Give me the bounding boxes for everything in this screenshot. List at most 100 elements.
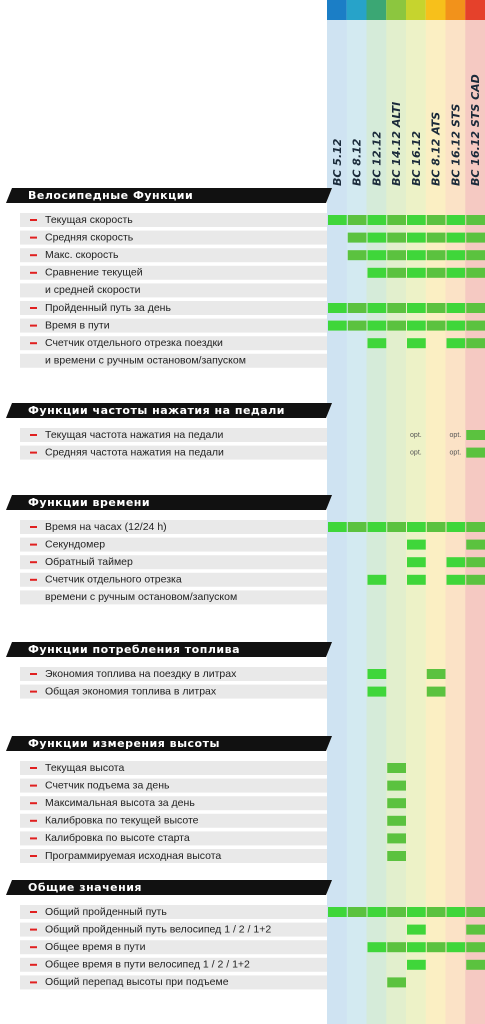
feature-cell: [367, 574, 387, 585]
feature-cell: [347, 522, 367, 532]
feature-cell: [407, 522, 426, 532]
model-label: BC 14.12 ALTI: [390, 102, 403, 186]
feature-cell: [446, 574, 466, 585]
feature-cell: [387, 232, 406, 243]
feature-cell: [466, 557, 485, 568]
column-top: [346, 0, 367, 20]
model-label: BC 16.12 STS: [449, 104, 462, 186]
feature-cell: [387, 522, 406, 532]
feature-cell: [407, 232, 426, 243]
feature-cell: [347, 303, 367, 313]
feature-cell: [387, 215, 406, 225]
column-top: [425, 0, 446, 20]
feature-cell: [466, 924, 485, 935]
feature-cell: [446, 215, 466, 225]
feature-cell: [367, 215, 387, 225]
feature-cell: [387, 907, 406, 917]
feature-cell: [466, 430, 485, 440]
section-bar: [6, 403, 332, 418]
section-bar: [6, 188, 332, 203]
feature-cell: [466, 215, 485, 225]
feature-cell: [426, 669, 446, 679]
row-label: Калибровка по текущей высоте: [45, 815, 199, 827]
row-label: Текущая частота нажатия на педали: [45, 429, 224, 441]
feature-cell: [387, 977, 406, 988]
row-label: Общий перепад высоты при подъеме: [45, 976, 229, 988]
feature-cell: [387, 267, 406, 278]
option-label: opt.: [410, 432, 422, 439]
row-label: Время на часах (12/24 h): [45, 521, 167, 533]
row-label: Счетчик подъема за день: [45, 779, 170, 791]
feature-cell: [446, 303, 466, 313]
feature-cell: [466, 232, 485, 243]
row-label: Экономия топлива на поездку в литрах: [45, 668, 237, 680]
column-top: [327, 0, 348, 20]
row-label: Макс. скорость: [45, 249, 119, 261]
bullet: [30, 819, 37, 822]
bullet: [30, 451, 37, 454]
model-label: BC 12.12: [370, 131, 383, 186]
feature-cell: [387, 780, 406, 791]
feature-cell: [466, 942, 485, 953]
feature-cell: [328, 522, 347, 532]
feature-cell: [387, 798, 406, 809]
bullet: [30, 324, 37, 327]
feature-cell: [347, 215, 367, 225]
feature-cell: [407, 215, 426, 225]
feature-cell: [446, 522, 466, 532]
feature-cell: [387, 942, 406, 953]
bullet: [30, 434, 37, 436]
row-label: Калибровка по высоте старта: [45, 832, 190, 844]
feature-cell: [407, 557, 426, 568]
feature-cell: [426, 250, 446, 261]
feature-cell: [466, 574, 485, 585]
feature-cell: [367, 303, 387, 313]
row-label: Общее время в пути велосипед 1 / 2 / 1+2: [45, 959, 250, 971]
feature-cell: [387, 250, 406, 261]
feature-cell: [407, 942, 426, 953]
column-top: [406, 0, 427, 20]
bullet: [30, 219, 37, 221]
feature-cell: [407, 267, 426, 278]
section-title: Функции измерения высоты: [28, 737, 220, 750]
row-label: Счетчик отдельного отрезка: [45, 574, 182, 586]
feature-cell: [347, 907, 367, 917]
row-label: Текущая высота: [45, 762, 125, 774]
bullet: [30, 837, 37, 840]
section-bar: [6, 495, 332, 510]
section-title: Функции потребления топлива: [28, 643, 240, 656]
model-label: BC 8.12: [351, 138, 364, 186]
row-label: Текущая скорость: [45, 214, 133, 226]
feature-cell: [387, 815, 406, 826]
row-label: Время в пути: [45, 319, 110, 331]
feature-cell: [387, 303, 406, 313]
feature-cell: [466, 267, 485, 278]
bullet: [30, 981, 37, 984]
feature-cell: [466, 522, 485, 532]
feature-cell: [466, 338, 485, 349]
row-label: Счетчик отдельного отрезка поездки: [45, 337, 223, 349]
feature-cell: [407, 924, 426, 935]
feature-cell: [367, 250, 387, 261]
feature-cell: [426, 232, 446, 243]
feature-cell: [466, 320, 485, 331]
bullet: [30, 673, 37, 675]
feature-cell: [407, 539, 426, 550]
column-top: [465, 0, 485, 20]
feature-cell: [387, 851, 406, 861]
row-label: Средняя частота нажатия на педали: [45, 446, 224, 458]
option-label: opt.: [450, 432, 462, 439]
feature-cell: [446, 232, 466, 243]
feature-cell: [367, 942, 387, 953]
feature-cell: [367, 267, 387, 278]
feature-cell: [426, 522, 446, 532]
bullet: [30, 271, 37, 274]
feature-cell: [387, 320, 406, 331]
feature-cell: [328, 320, 347, 331]
bullet: [30, 802, 37, 805]
feature-cell: [347, 250, 367, 261]
row-label: Общий пройденный путь велосипед 1 / 2 / …: [45, 923, 271, 935]
feature-cell: [426, 215, 446, 225]
feature-cell: [446, 557, 466, 568]
feature-cell: [426, 942, 446, 953]
